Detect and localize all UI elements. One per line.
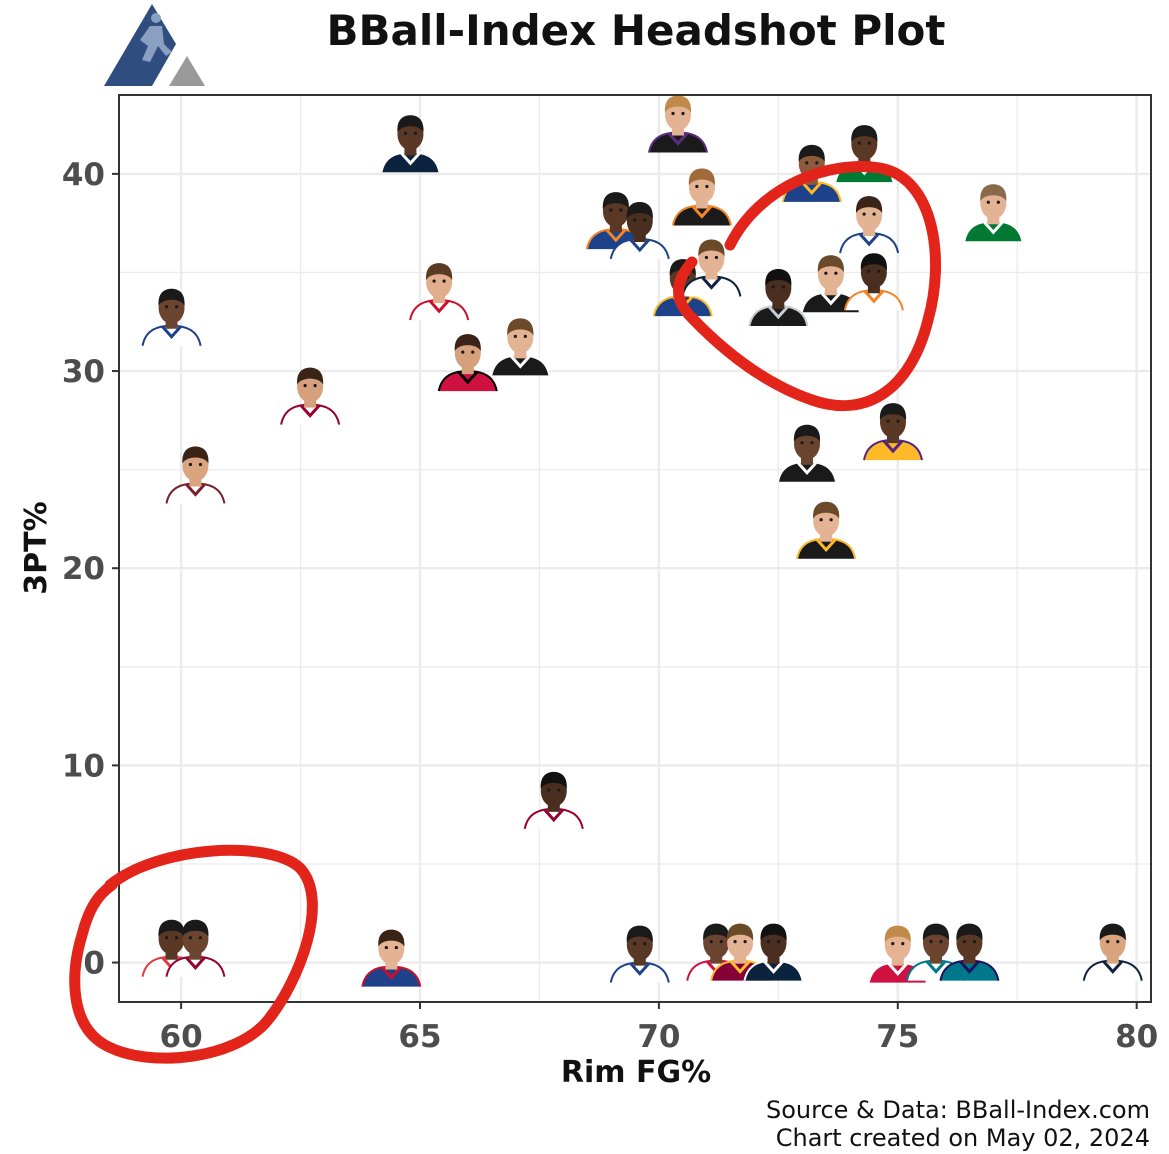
x-axis-label: Rim FG%: [561, 1055, 711, 1090]
x-tick-label: 75: [876, 1019, 919, 1055]
annotation-circle-upper-right: [673, 161, 941, 412]
player-headshot-point: [609, 925, 670, 983]
player-headshot-point: [409, 263, 470, 321]
y-axis-label: 3PT%: [19, 501, 54, 594]
player-headshot-point: [743, 923, 804, 981]
player-headshot-point: [671, 168, 732, 226]
y-tick-labels: 0 10 20 30 40: [62, 157, 119, 982]
annotation-circle-lower-left: [69, 844, 318, 1064]
player-headshot-point: [165, 446, 226, 504]
player-headshot-point: [141, 288, 202, 346]
player-headshot-point: [380, 115, 441, 173]
y-tick-label: 40: [62, 157, 105, 193]
y-tick-label: 0: [83, 946, 105, 982]
bball-index-logo: [104, 4, 205, 86]
x-tick-labels: 60 65 70 75 80: [160, 1002, 1158, 1055]
player-headshot-point: [681, 239, 742, 297]
player-headshot-point: [609, 201, 670, 260]
player-headshot-point: [839, 196, 900, 254]
plot-panel-border: [118, 94, 1152, 1003]
player-headshot-point: [648, 95, 708, 153]
y-tick-label: 30: [62, 354, 105, 390]
player-headshot-point: [523, 771, 584, 830]
caption-date: Chart created on May 02, 2024: [776, 1124, 1150, 1152]
player-headshot-point: [490, 318, 551, 376]
player-headshot-point: [796, 501, 857, 559]
x-tick-label: 80: [1115, 1019, 1158, 1055]
y-tick-label: 10: [62, 748, 105, 784]
player-headshot-point: [437, 334, 498, 392]
chart-title: BBall-Index Headshot Plot: [327, 6, 946, 55]
caption-source: Source & Data: BBall-Index.com: [766, 1096, 1150, 1124]
x-tick-label: 70: [637, 1019, 680, 1055]
x-tick-label: 65: [398, 1019, 441, 1055]
player-headshot-point: [710, 923, 771, 981]
player-headshot-point: [863, 403, 923, 461]
player-headshot-point: [843, 253, 904, 311]
player-headshot-point: [777, 424, 837, 483]
player-headshot-point: [280, 367, 341, 425]
player-headshot-point: [165, 919, 226, 977]
x-tick-label: 60: [160, 1019, 203, 1055]
headshot-points: [141, 95, 1143, 987]
player-headshot-point: [963, 184, 1024, 242]
player-headshot-point: [939, 923, 1000, 981]
player-headshot-point: [748, 269, 809, 327]
y-tick-label: 20: [62, 551, 105, 587]
player-headshot-point: [1082, 923, 1143, 981]
player-headshot-point: [361, 929, 422, 987]
